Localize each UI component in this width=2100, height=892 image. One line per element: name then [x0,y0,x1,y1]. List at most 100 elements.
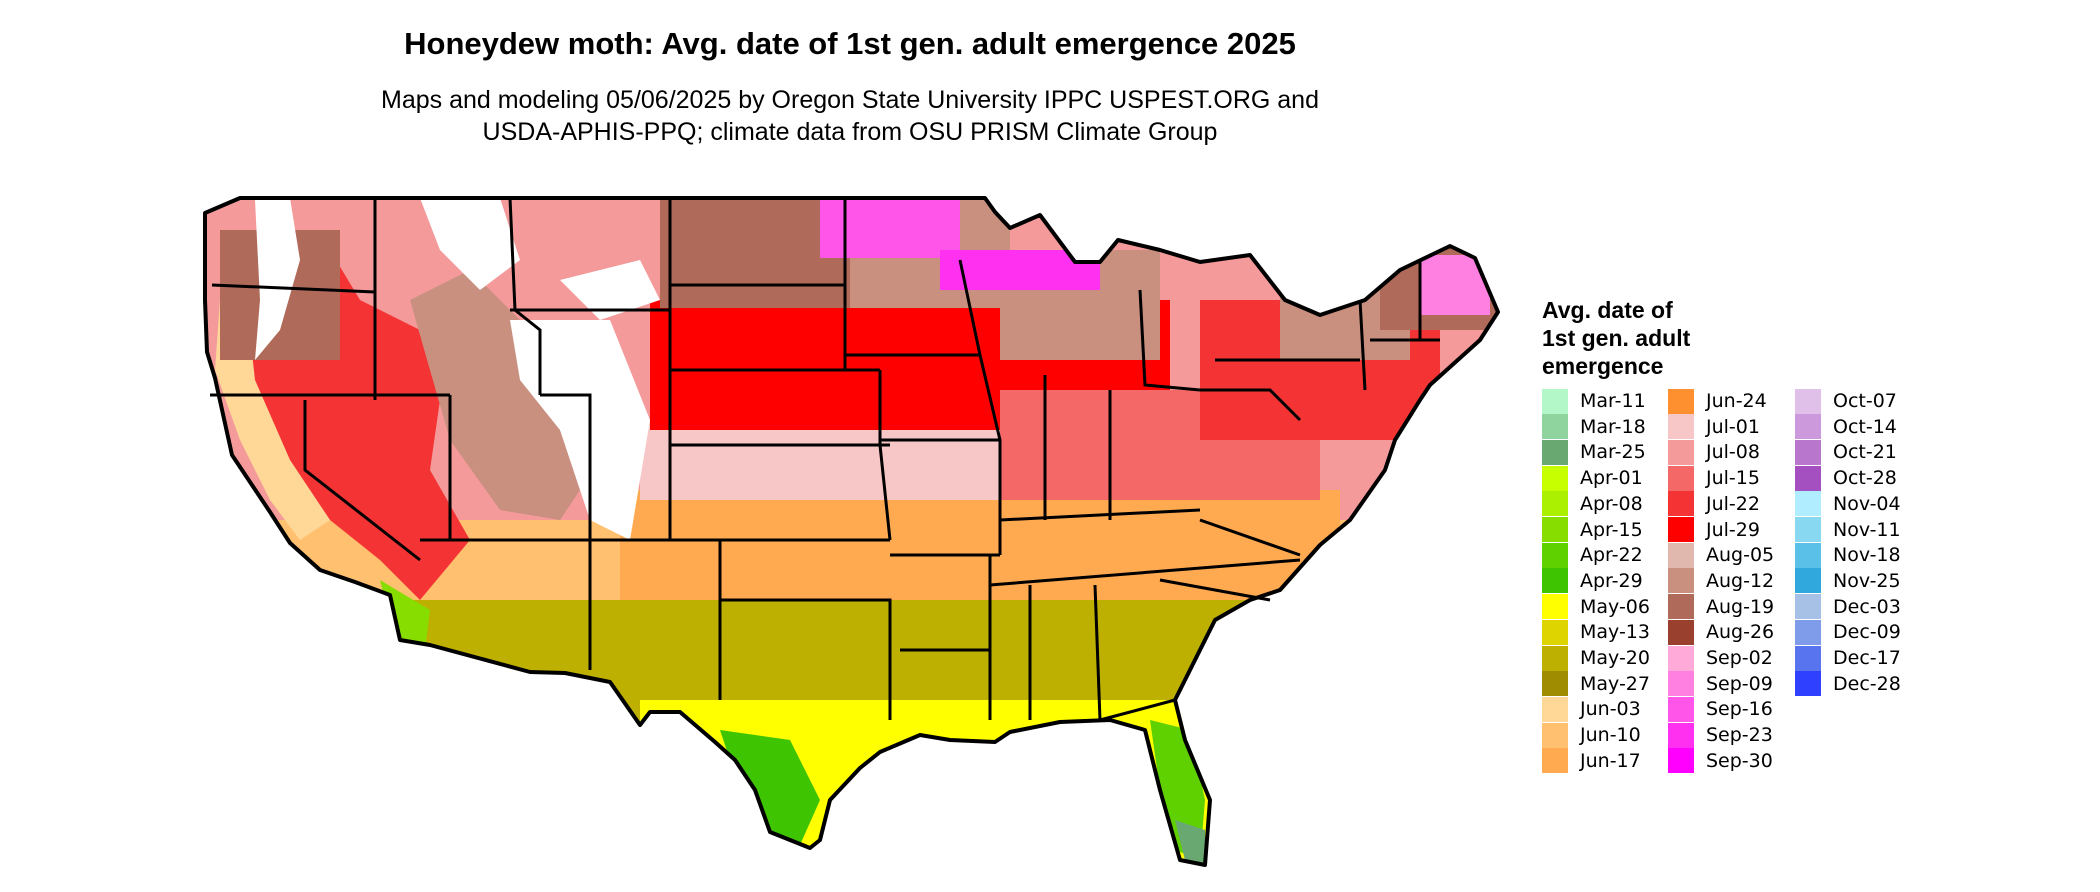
legend-item: Mar-25 [1542,439,1646,465]
legend-label: Aug-19 [1706,595,1775,618]
legend-item: May-13 [1542,619,1650,645]
legend-label: Aug-12 [1706,569,1775,592]
legend-item: Jul-22 [1668,491,1760,517]
legend-title-line-2: 1st gen. adult [1542,325,1691,351]
legend-label: Nov-04 [1833,492,1901,515]
legend-label: Dec-09 [1833,621,1901,644]
legend-title-line-1: Avg. date of [1542,297,1673,323]
legend-swatch [1795,568,1821,594]
legend-label: Apr-08 [1580,492,1643,515]
legend-label: Sep-09 [1706,672,1773,695]
legend-item: Sep-23 [1668,722,1773,748]
legend-item: Jun-03 [1542,696,1641,722]
legend-swatch [1542,439,1568,465]
zone-jun-late [620,490,1340,600]
legend-swatch [1668,748,1694,774]
legend-item: Aug-12 [1668,568,1774,594]
legend-swatch [1542,388,1568,414]
legend-label: Apr-01 [1580,467,1643,490]
boundary-wi-il [958,259,1002,555]
legend-swatch [1668,517,1694,542]
zone-texas-coast [720,730,820,845]
legend-item: Mar-11 [1542,388,1646,414]
legend-item: May-20 [1542,645,1650,671]
legend-label: Mar-18 [1580,415,1646,438]
legend-label: Jun-03 [1580,698,1641,721]
legend-title: Avg. date of 1st gen. adult emergence [1542,296,1802,380]
legend-label: Jul-29 [1706,518,1760,541]
zone-white-cascades [255,198,300,360]
legend-item: Nov-04 [1795,491,1901,517]
map-title: Honeydew moth: Avg. date of 1st gen. adu… [404,26,1296,61]
legend-swatch [1542,542,1568,568]
legend-item: Apr-01 [1542,465,1643,491]
legend-item: May-06 [1542,594,1650,620]
boundary-tn-south [989,558,1301,587]
legend-title-line-3: emergence [1542,353,1664,379]
boundary-ny-east [1358,299,1367,391]
legend-item: Jul-08 [1668,439,1760,465]
legend-label: Apr-15 [1580,518,1643,541]
legend-swatch [1795,517,1821,542]
legend-label: Dec-03 [1833,595,1901,618]
legend-label: May-27 [1580,672,1650,695]
boundary-ca-nv [303,400,421,562]
legend-swatch [1668,465,1694,491]
legend-item: Aug-05 [1668,542,1774,568]
legend-label: Jun-10 [1580,724,1641,747]
legend-label: Jun-17 [1580,749,1641,772]
legend-item: Aug-26 [1668,619,1774,645]
legend-item: Apr-29 [1542,568,1643,594]
legend-item: Apr-08 [1542,491,1643,517]
legend-item: Sep-02 [1668,645,1773,671]
legend-swatch [1795,594,1821,620]
legend-item: Apr-15 [1542,517,1643,543]
legend-swatch [1795,439,1821,465]
legend-label: Jul-15 [1706,467,1760,490]
legend-swatch [1795,671,1821,697]
legend-item: Nov-18 [1795,542,1901,568]
legend-label: Oct-21 [1833,441,1897,464]
legend-item: Dec-03 [1795,594,1901,620]
boundary-mt-id [508,197,542,395]
legend-swatch [1668,594,1694,620]
legend-label: Jul-08 [1706,441,1760,464]
zone-white-central-rockies [510,320,650,540]
boundary-michigan [1138,289,1201,392]
legend-swatch [1668,388,1694,414]
state-boundaries [210,197,1440,722]
legend-label: Nov-11 [1833,518,1901,541]
boundary-ut-co [540,393,592,540]
legend-swatch [1542,594,1568,620]
zone-white-northern-rockies [420,198,520,290]
boundary-ia-ne [878,370,892,541]
legend-item: Sep-16 [1668,696,1773,722]
legend-swatch [1668,542,1694,568]
legend-label: Sep-16 [1706,698,1773,721]
legend-swatch [1795,542,1821,568]
legend-label: Oct-14 [1833,415,1897,438]
legend-swatch [1795,388,1821,414]
legend-label: Sep-30 [1706,749,1773,772]
boundary-fl-north [1099,698,1176,722]
legend-swatch [1542,671,1568,697]
legend-item: Apr-22 [1542,542,1643,568]
legend-swatch [1795,619,1821,645]
boundary-ga-sc [1159,578,1271,602]
legend-item: Oct-14 [1795,414,1897,440]
boundary-oh-pa [1200,388,1302,422]
legend-label: May-06 [1580,595,1650,618]
legend-label: Nov-25 [1833,569,1901,592]
zone-white-yellowstone [560,260,660,320]
legend-item: Dec-17 [1795,645,1901,671]
legend-label: Dec-17 [1833,647,1901,669]
legend-label: Apr-29 [1580,569,1643,592]
legend-swatch [1668,645,1694,671]
legend-label: Aug-05 [1706,544,1775,567]
legend-swatch [1795,414,1821,440]
legend-swatch [1668,619,1694,645]
legend-swatch [1668,722,1694,748]
us-emergence-map [203,196,1500,867]
legend-item: Aug-19 [1668,594,1774,620]
zone-magenta-north [820,198,960,258]
